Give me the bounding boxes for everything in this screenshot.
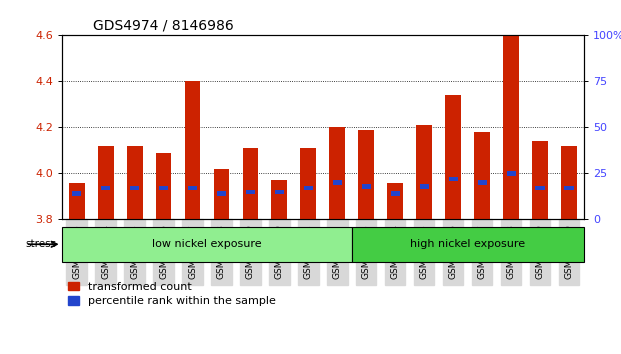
Bar [304,186,313,190]
Text: low nickel exposure: low nickel exposure [152,239,262,249]
Bar [242,148,258,219]
Bar [329,127,345,219]
Bar [246,189,255,194]
Bar [564,186,574,190]
Bar [478,181,487,185]
Text: high nickel exposure: high nickel exposure [410,239,525,249]
Bar [503,35,519,219]
Bar [448,177,458,181]
Bar [130,186,139,190]
Bar [388,183,404,219]
Bar [184,81,201,219]
Bar [416,125,432,219]
Bar [391,192,400,196]
FancyBboxPatch shape [62,227,352,262]
FancyBboxPatch shape [352,227,584,262]
Bar [333,181,342,185]
Legend: transformed count, percentile rank within the sample: transformed count, percentile rank withi… [68,282,276,306]
Text: GDS4974 / 8146986: GDS4974 / 8146986 [93,19,234,33]
Bar [127,146,142,219]
Bar [217,192,226,196]
Bar [420,184,429,189]
Bar [69,183,84,219]
Bar [532,141,548,219]
Bar [159,186,168,190]
Bar [361,184,371,189]
Bar [301,148,316,219]
Bar [72,192,81,196]
Bar [97,146,114,219]
Bar [358,130,374,219]
Bar [101,186,111,190]
Text: stress: stress [25,239,57,249]
Bar [535,186,545,190]
Bar [155,153,171,219]
Bar [274,189,284,194]
Bar [474,132,490,219]
Bar [507,171,516,176]
Bar [271,181,288,219]
Bar [561,146,577,219]
Bar [445,95,461,219]
Bar [214,169,229,219]
Bar [188,186,197,190]
